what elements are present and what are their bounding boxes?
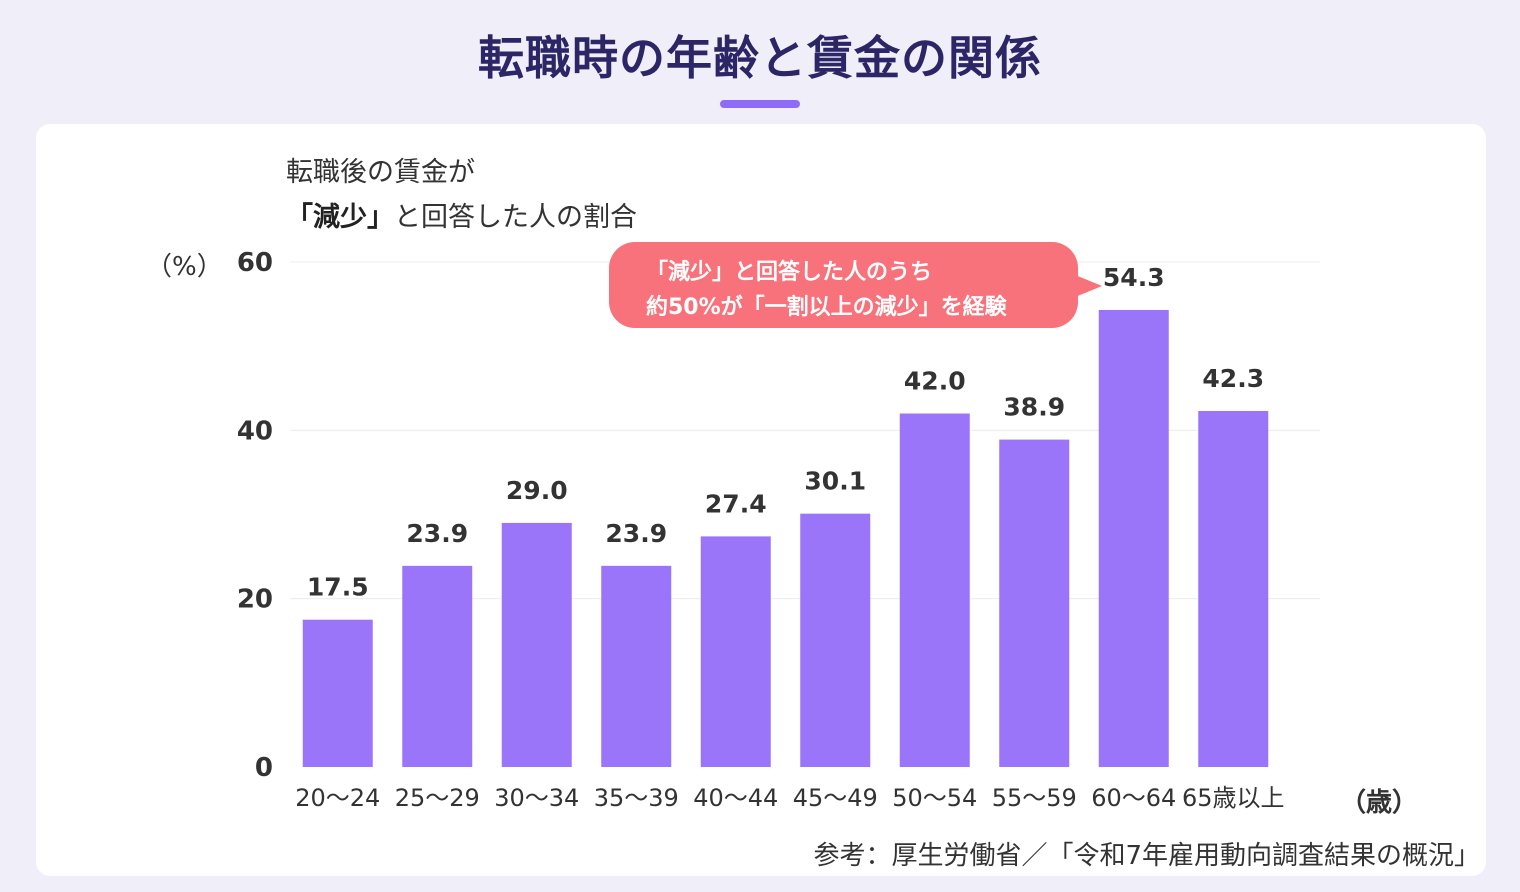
callout-bubble: 「減少」と回答した人のうち 約50%が「一割以上の減少」を経験 bbox=[609, 242, 1078, 328]
callout-pointer bbox=[1068, 272, 1102, 300]
bar bbox=[800, 513, 871, 767]
bar bbox=[700, 536, 771, 767]
chart-subtitle-line2: 「減少」と回答した人の割合 bbox=[286, 195, 637, 234]
bar-value-label: 42.3 bbox=[1202, 364, 1264, 393]
bar bbox=[899, 413, 970, 767]
y-tick-label: 0 bbox=[255, 753, 273, 783]
x-category-label: 55〜59 bbox=[992, 784, 1077, 812]
callout-line2: 約50%が「一割以上の減少」を経験 bbox=[646, 295, 1007, 320]
bar-value-label: 54.3 bbox=[1103, 263, 1165, 292]
callout-line1: 「減少」と回答した人のうち bbox=[646, 260, 933, 285]
title-underline bbox=[720, 100, 800, 108]
x-category-label: 40〜44 bbox=[693, 784, 778, 812]
bar bbox=[601, 565, 672, 767]
bar bbox=[402, 565, 473, 767]
x-category-label: 65歳以上 bbox=[1182, 784, 1285, 812]
x-category-label: 45〜49 bbox=[793, 784, 878, 812]
page-title: 転職時の年齢と賃金の関係 bbox=[478, 31, 1042, 85]
y-tick-label: 60 bbox=[237, 248, 273, 278]
x-axis-labels: 20〜24 25〜29 30〜34 35〜39 40〜44 45〜49 50〜54 55〜59… bbox=[295, 784, 1284, 812]
bar-value-label: 29.0 bbox=[506, 476, 568, 505]
x-axis-unit: （歳） bbox=[1340, 788, 1419, 818]
bar bbox=[302, 619, 373, 767]
bar-value-label: 27.4 bbox=[705, 489, 767, 518]
x-category-label: 30〜34 bbox=[494, 784, 579, 812]
bar bbox=[501, 522, 572, 767]
bar-value-label: 30.1 bbox=[804, 467, 866, 496]
y-axis-unit: （%） bbox=[146, 252, 223, 282]
y-axis-ticks: 0 20 40 60 bbox=[237, 248, 273, 783]
x-category-label: 60〜64 bbox=[1091, 784, 1176, 812]
subtitle-emphasis: 「減少」 bbox=[286, 202, 394, 233]
value-labels: 17.5 23.9 29.0 23.9 27.4 30.1 42.0 38.9 54.3 42.3 bbox=[307, 263, 1264, 602]
x-category-label: 35〜39 bbox=[594, 784, 679, 812]
bar bbox=[1198, 410, 1269, 767]
bar bbox=[999, 439, 1070, 767]
bar-value-label: 23.9 bbox=[406, 519, 468, 548]
bar-value-label: 42.0 bbox=[904, 367, 966, 396]
x-category-label: 25〜29 bbox=[395, 784, 480, 812]
bar bbox=[1098, 309, 1169, 767]
x-category-label: 50〜54 bbox=[892, 784, 977, 812]
bar-value-label: 23.9 bbox=[605, 519, 667, 548]
subtitle-rest: と回答した人の割合 bbox=[394, 202, 637, 233]
bar-value-label: 17.5 bbox=[307, 573, 369, 602]
bar-value-label: 38.9 bbox=[1003, 393, 1065, 422]
bars bbox=[302, 309, 1269, 767]
source-note: 参考：厚生労働省／「令和7年雇用動向調査結果の概況」 bbox=[813, 841, 1480, 871]
y-tick-label: 40 bbox=[237, 416, 273, 446]
chart-subtitle-line1: 転職後の賃金が bbox=[286, 157, 475, 188]
y-tick-label: 20 bbox=[237, 585, 273, 615]
x-category-label: 20〜24 bbox=[295, 784, 380, 812]
